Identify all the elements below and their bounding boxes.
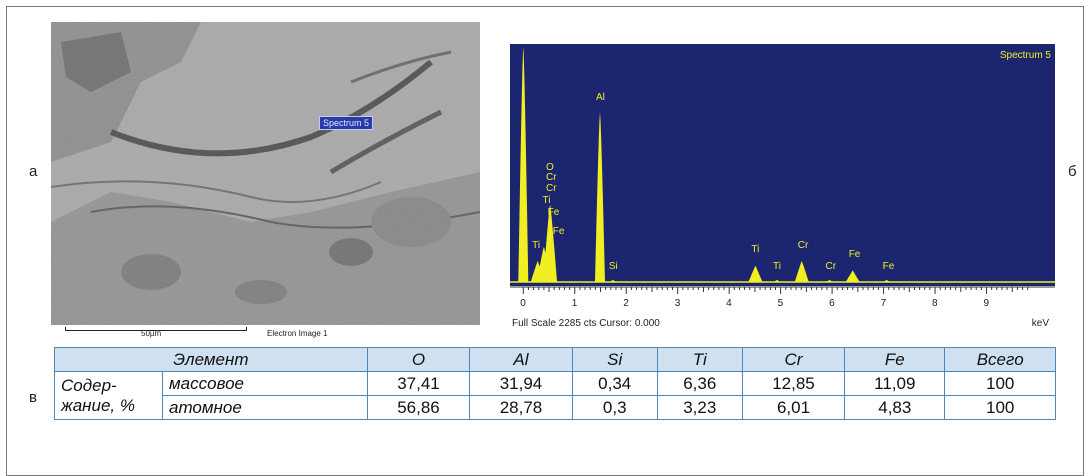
header-col: Si <box>571 347 658 372</box>
x-axis-unit: keV <box>1031 318 1049 329</box>
peak-label: Cr <box>546 171 557 183</box>
sem-texture <box>51 22 480 325</box>
sem-scale-bar: 50µm Electron Image 1 <box>51 325 480 339</box>
header-col: Ti <box>656 347 743 372</box>
panel-label-a: а <box>29 163 38 180</box>
table-cell: 12,85 <box>741 371 846 396</box>
peak-label: O <box>546 162 554 174</box>
peak-label: Cr <box>797 239 809 251</box>
peak-label: Cr <box>825 260 837 272</box>
spectrum-marker: Spectrum 5 <box>319 116 374 130</box>
peak-label: Fe <box>882 260 895 272</box>
header-col: Cr <box>741 347 846 372</box>
spectrum-peak <box>879 279 894 282</box>
table-cell: 4,83 <box>844 395 946 420</box>
header-col: O <box>366 347 471 372</box>
table-cell: 11,09 <box>844 371 946 396</box>
peak-label: Si <box>608 260 618 272</box>
spectrum-x-axis <box>510 286 1055 294</box>
spectrum-peak <box>748 265 763 282</box>
spectrum-title: Spectrum 5 <box>999 50 1051 61</box>
spectrum-plot-area: Spectrum 5 O Cr Cr Ti Fe Fe Ti Al Si Ti Ti Cr Cr Fe Fe <box>510 44 1055 286</box>
x-tick-label: 5 <box>777 298 784 309</box>
row-type-label: атомное <box>162 395 368 420</box>
spectrum-peak <box>605 279 620 282</box>
table-header-row: Элемент O Al Si Ti Cr Fe Всего <box>54 347 1056 372</box>
table-cell: 100 <box>944 371 1056 396</box>
panel-label-b: б <box>1068 163 1077 180</box>
peak-label: Fe <box>848 248 861 260</box>
x-tick-label: 8 <box>932 298 938 309</box>
peak-label: Ti <box>773 260 781 272</box>
peak-label: Fe <box>547 206 560 218</box>
spectrum-peak <box>794 260 809 282</box>
composition-table: Элемент O Al Si Ti Cr Fe Всего Содер- жа… <box>54 347 1056 420</box>
table-cell: 56,86 <box>366 395 471 420</box>
x-tick-label: 4 <box>726 298 732 309</box>
table-cell: 0,34 <box>571 371 658 396</box>
spectrum-footer: Full Scale 2285 cts Cursor: 0.000 <box>512 318 660 329</box>
spectrum-peak <box>770 279 785 282</box>
image-label: Electron Image 1 <box>267 329 328 338</box>
table-cell: 0,3 <box>571 395 658 420</box>
table-cell: 6,01 <box>741 395 846 420</box>
peak-label: Ti <box>532 239 541 251</box>
table-cell: 6,36 <box>656 371 743 396</box>
table-cell: 37,41 <box>366 371 471 396</box>
table-row: Содер- жание, % массовое 37,41 31,94 0,3… <box>54 371 1056 420</box>
table-cell: 28,78 <box>469 395 573 420</box>
panel-label-v: в <box>29 389 37 406</box>
table-cell: 31,94 <box>469 371 573 396</box>
spectrum-svg <box>510 48 1055 283</box>
header-col: Fe <box>844 347 946 372</box>
row-type-label: массовое <box>162 371 368 396</box>
peak-label: Ti <box>542 195 551 207</box>
spectrum-peak <box>822 279 837 282</box>
peak-label: Al <box>595 92 605 104</box>
eds-spectrum: Spectrum 5 O Cr Cr Ti Fe Fe Ti Al Si Ti Ti Cr Cr Fe Fe… <box>510 44 1055 334</box>
row-group-label: Содер- жание, % <box>54 371 163 420</box>
table-cell: 100 <box>944 395 1056 420</box>
scale-bar-line <box>65 327 247 331</box>
x-tick-label: 7 <box>880 298 887 309</box>
header-col: Al <box>469 347 573 372</box>
spectrum-peak <box>845 270 860 282</box>
peak-label: Cr <box>546 183 557 195</box>
header-element: Элемент <box>54 347 368 372</box>
x-tick-label: 3 <box>674 298 681 309</box>
x-tick-label: 9 <box>983 298 990 309</box>
peak-label: Fe <box>552 225 565 237</box>
spectrum-peak <box>518 48 529 282</box>
header-col: Всего <box>944 347 1056 372</box>
table-cell: 3,23 <box>656 395 743 420</box>
peak-label: Ti <box>751 244 760 256</box>
x-tick-label: 0 <box>520 298 526 309</box>
x-tick-label: 2 <box>623 298 629 309</box>
table-row: атомное 56,86 28,78 0,3 3,23 6,01 4,83 1… <box>55 395 1056 420</box>
sem-micrograph: Spectrum 5 50µm Electron Image 1 <box>51 22 480 339</box>
spectrum-peak <box>543 204 558 282</box>
x-tick-label: 6 <box>829 298 835 309</box>
spectrum-peak <box>594 113 605 283</box>
scale-label: 50µm <box>141 329 162 338</box>
x-tick-label: 1 <box>571 298 578 309</box>
